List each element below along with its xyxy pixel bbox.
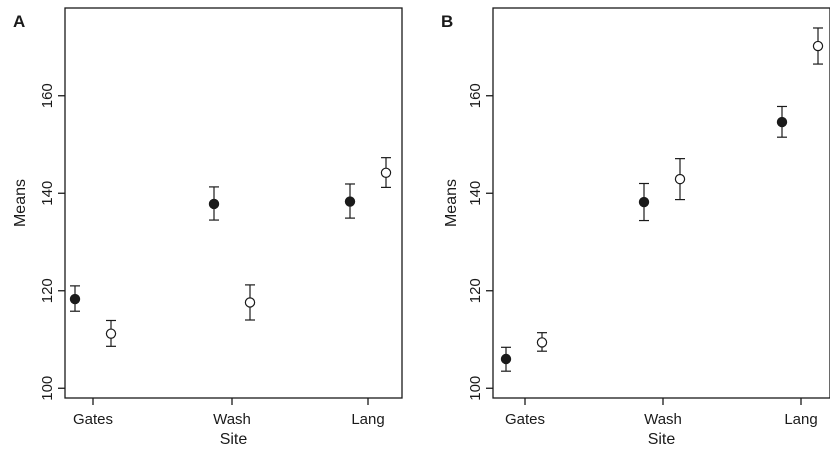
filled-point bbox=[776, 116, 788, 128]
open-point bbox=[244, 297, 256, 308]
filled-point bbox=[500, 353, 512, 365]
x-axis-title: Site bbox=[220, 431, 248, 448]
panel-a: A 100 120 140 160 Means Gates Wash Lang Site bbox=[12, 7, 403, 448]
open-point bbox=[105, 328, 117, 339]
open-point bbox=[380, 167, 392, 178]
filled-point bbox=[344, 196, 356, 207]
open-point bbox=[812, 40, 824, 52]
y-axis-title: Means bbox=[443, 179, 460, 227]
y-tick-label: 160 bbox=[39, 83, 56, 108]
x-tick-label: Lang bbox=[784, 411, 817, 428]
x-tick-label: Gates bbox=[505, 411, 545, 428]
y-tick-label: 100 bbox=[39, 376, 56, 401]
x-tick-label: Wash bbox=[213, 411, 251, 428]
y-tick-label: 120 bbox=[467, 278, 484, 303]
y-tick-label: 100 bbox=[467, 376, 484, 401]
open-point bbox=[536, 337, 548, 348]
y-axis-title: Means bbox=[12, 179, 29, 227]
open-point bbox=[674, 173, 686, 185]
panel-label: B bbox=[441, 12, 453, 31]
panel-label: A bbox=[13, 12, 25, 31]
filled-point bbox=[208, 198, 220, 210]
y-tick-label: 160 bbox=[467, 83, 484, 108]
panel-b: B 100 120 140 160 Means Gates Wash Lang Site bbox=[441, 7, 830, 448]
x-tick-label: Lang bbox=[351, 411, 384, 428]
y-tick-label: 140 bbox=[39, 181, 56, 206]
x-tick-label: Gates bbox=[73, 411, 113, 428]
plot-frame bbox=[492, 7, 830, 399]
filled-point bbox=[69, 293, 81, 305]
y-tick-label: 120 bbox=[39, 278, 56, 303]
y-tick-label: 140 bbox=[467, 181, 484, 206]
x-tick-label: Wash bbox=[644, 411, 682, 428]
x-axis-title: Site bbox=[648, 431, 676, 448]
plot-frame bbox=[64, 7, 403, 399]
filled-point bbox=[638, 196, 650, 208]
